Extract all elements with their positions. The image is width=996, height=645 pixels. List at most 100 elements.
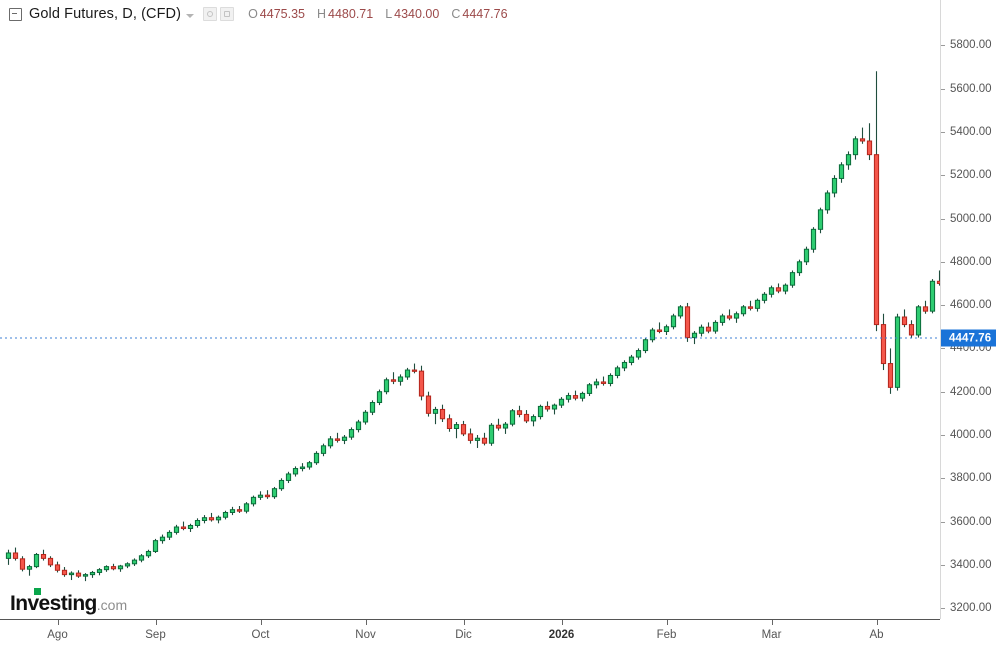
candlestick bbox=[558, 397, 565, 408]
time-axis-label: Feb bbox=[656, 629, 677, 641]
candlestick bbox=[579, 391, 586, 402]
collapse-icon[interactable] bbox=[9, 7, 22, 21]
candlestick bbox=[138, 554, 145, 563]
candlestick bbox=[215, 515, 222, 524]
candlestick bbox=[880, 313, 887, 371]
candlestick bbox=[761, 292, 768, 304]
candlestick bbox=[775, 283, 782, 294]
candlestick bbox=[264, 490, 271, 499]
candlestick bbox=[817, 207, 824, 234]
candlestick bbox=[936, 270, 940, 286]
candlestick bbox=[236, 505, 243, 513]
candlestick bbox=[607, 373, 614, 387]
ohlc-close-key: C bbox=[451, 7, 461, 21]
candlestick bbox=[397, 374, 404, 386]
candlestick bbox=[810, 227, 817, 253]
time-axis-label: Sep bbox=[145, 629, 166, 641]
candlestick bbox=[565, 392, 572, 403]
candlestick bbox=[110, 563, 117, 571]
time-axis[interactable]: Ago Sep Oct Nov Dic 2026 Feb Mar Ab bbox=[0, 619, 940, 645]
candlestick-plot-area[interactable] bbox=[0, 28, 940, 619]
investing-watermark: Investing.com bbox=[10, 592, 127, 616]
candlestick bbox=[292, 466, 299, 477]
candlestick bbox=[12, 547, 19, 561]
price-axis-label: 3600.00 bbox=[950, 515, 992, 528]
candlestick bbox=[229, 506, 236, 516]
candlestick bbox=[47, 556, 54, 568]
time-axis-label: Nov bbox=[355, 629, 376, 641]
candlestick bbox=[166, 530, 173, 540]
ohlc-high-value: 4480.71 bbox=[328, 7, 374, 21]
symbol-title: Gold Futures, D, (CFD) bbox=[29, 6, 182, 22]
candlestick bbox=[768, 285, 775, 298]
time-axis-label: Oct bbox=[251, 629, 270, 641]
candlestick bbox=[901, 309, 908, 328]
candlestick bbox=[831, 175, 838, 198]
candlestick bbox=[712, 320, 719, 334]
price-tick bbox=[941, 521, 945, 523]
candlestick bbox=[278, 478, 285, 491]
price-axis-label: 4600.00 bbox=[950, 299, 992, 312]
candlestick bbox=[19, 556, 26, 572]
price-axis-label: 5800.00 bbox=[950, 39, 992, 52]
candlestick bbox=[537, 404, 544, 420]
candlestick bbox=[782, 283, 789, 295]
candlestick bbox=[467, 428, 474, 444]
price-tick bbox=[941, 478, 945, 480]
time-axis-label: Ago bbox=[47, 629, 68, 641]
watermark-suffix: .com bbox=[96, 597, 128, 613]
candlestick bbox=[5, 549, 12, 565]
candlestick bbox=[866, 123, 873, 161]
current-price-tag[interactable]: 4447.76 bbox=[941, 329, 996, 347]
candlestick bbox=[838, 162, 845, 183]
candlestick bbox=[446, 414, 453, 432]
settings-square-icon[interactable] bbox=[220, 7, 235, 21]
candlestick bbox=[243, 502, 250, 514]
candlestick bbox=[26, 564, 33, 576]
candlestick bbox=[376, 389, 383, 406]
ohlc-close-value: 4447.76 bbox=[462, 7, 508, 21]
chart-header: Gold Futures, D, (CFD) O 4475.35 H 4480.71… bbox=[0, 0, 996, 28]
candlestick bbox=[698, 324, 705, 337]
candlestick bbox=[572, 390, 579, 401]
candlestick bbox=[334, 432, 341, 443]
price-axis[interactable]: 5800.00 5600.00 5400.00 5200.00 5000.00 4800.… bbox=[940, 0, 996, 619]
candlestick bbox=[222, 510, 229, 520]
chevron-down-icon[interactable] bbox=[186, 14, 195, 18]
candlestick bbox=[635, 348, 642, 360]
time-axis-label: Mar bbox=[761, 629, 782, 641]
candlestick bbox=[117, 564, 124, 572]
candlestick bbox=[201, 515, 208, 524]
candlestick bbox=[159, 534, 166, 544]
candlestick bbox=[544, 401, 551, 412]
price-tick bbox=[941, 131, 945, 133]
candlestick-svg bbox=[0, 71, 940, 582]
price-tick bbox=[941, 261, 945, 263]
candlestick bbox=[460, 420, 467, 437]
candlestick bbox=[887, 348, 894, 394]
candlestick bbox=[362, 410, 369, 425]
candlestick bbox=[61, 567, 68, 577]
settings-circle-icon[interactable] bbox=[203, 7, 218, 21]
candlestick bbox=[474, 434, 481, 448]
candlestick bbox=[348, 427, 355, 440]
candlestick bbox=[320, 443, 327, 457]
candlestick bbox=[250, 495, 257, 507]
price-axis-label: 4000.00 bbox=[950, 428, 992, 441]
candlestick bbox=[516, 405, 523, 418]
price-axis-label: 5000.00 bbox=[950, 212, 992, 225]
time-tick bbox=[260, 620, 262, 625]
candlestick bbox=[600, 376, 607, 386]
candlestick bbox=[740, 305, 747, 317]
candlestick bbox=[33, 552, 40, 569]
candlestick bbox=[852, 136, 859, 160]
candlestick bbox=[299, 463, 306, 472]
price-tick bbox=[941, 305, 945, 307]
candlestick bbox=[733, 311, 740, 323]
candlestick bbox=[306, 460, 313, 470]
candlestick bbox=[404, 367, 411, 380]
ohlc-close: C 4447.76 bbox=[451, 5, 507, 23]
candlestick bbox=[124, 562, 131, 569]
price-tick bbox=[941, 218, 945, 220]
candlestick bbox=[663, 324, 670, 335]
